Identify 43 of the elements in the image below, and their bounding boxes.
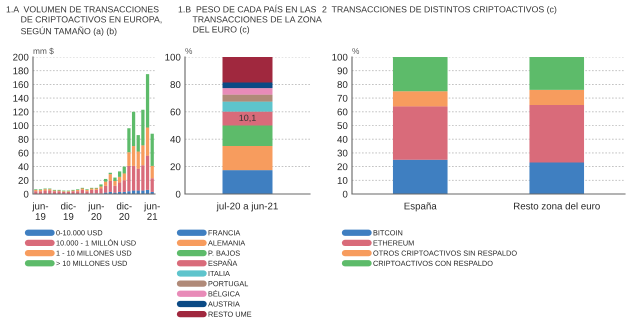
y-tick-label: 20 [170, 163, 180, 170]
x-tick-label: Resto zona del euro [514, 202, 600, 210]
x-tick-label: jul-20 a jun-21 [216, 202, 278, 212]
y-tick-label: 60 [18, 150, 28, 157]
y-tick-label: 100 [165, 54, 180, 61]
y-tick-label: 50 [337, 122, 348, 130]
y-tick-label: 30 [337, 150, 348, 157]
y-tick-label: 10 [338, 177, 348, 184]
x-tick-label: dic- 20 [116, 202, 132, 220]
y-axis-title: % [352, 48, 360, 54]
y-axis-title: % [185, 48, 192, 54]
y-tick-label: 0 [24, 190, 28, 198]
x-tick-label: dic- 19 [60, 202, 76, 220]
y-tick-label: 160 [13, 81, 28, 88]
x-tick-label: jun- 20 [88, 202, 104, 220]
chart-title: 1.B PESO DE CADA PAÍS EN LAS TRANSACCIONES DE LA ZONA DEL EURO (c) [178, 4, 322, 34]
x-tick-label: jun- 21 [144, 202, 160, 220]
y-tick-label: 20 [18, 177, 28, 184]
y-tick-label: 20 [338, 163, 348, 170]
x-tick-label: España [404, 202, 437, 212]
y-tick-label: 60 [338, 108, 348, 116]
y-tick-label: 80 [337, 81, 348, 88]
y-tick-label: 0 [176, 190, 180, 198]
y-tick-label: 80 [18, 136, 28, 143]
y-tick-label: 180 [13, 67, 28, 74]
x-tick-label: jun- 19 [32, 202, 48, 220]
y-tick-label: 40 [337, 136, 348, 143]
y-tick-label: 120 [13, 108, 28, 116]
y-tick-label: 100 [13, 122, 28, 130]
y-tick-label: 100 [332, 54, 348, 61]
y-tick-label: 70 [338, 94, 348, 102]
y-tick-label: 60 [170, 108, 180, 116]
y-tick-label: 40 [170, 136, 180, 143]
y-tick-label: 40 [18, 163, 28, 170]
chart-title: 1.A VOLUMEN DE TRANSACCIONES DE CRIPTOACTIVOS EN EUROPA, SEGÚN TAMAÑO (a) (b) [6, 6, 162, 36]
y-tick-label: 80 [170, 81, 180, 88]
chart-title: 2 TRANSACCIONES DE DISTINTOS CRIPTOACTIVOS (c) [322, 6, 556, 14]
y-tick-label: 0 [342, 190, 348, 198]
data-label: 10,1 [239, 114, 256, 122]
y-tick-label: 90 [337, 67, 348, 74]
y-tick-label: 200 [13, 54, 28, 61]
y-axis-title: mm $ [34, 48, 54, 54]
y-tick-label: 140 [13, 94, 28, 102]
